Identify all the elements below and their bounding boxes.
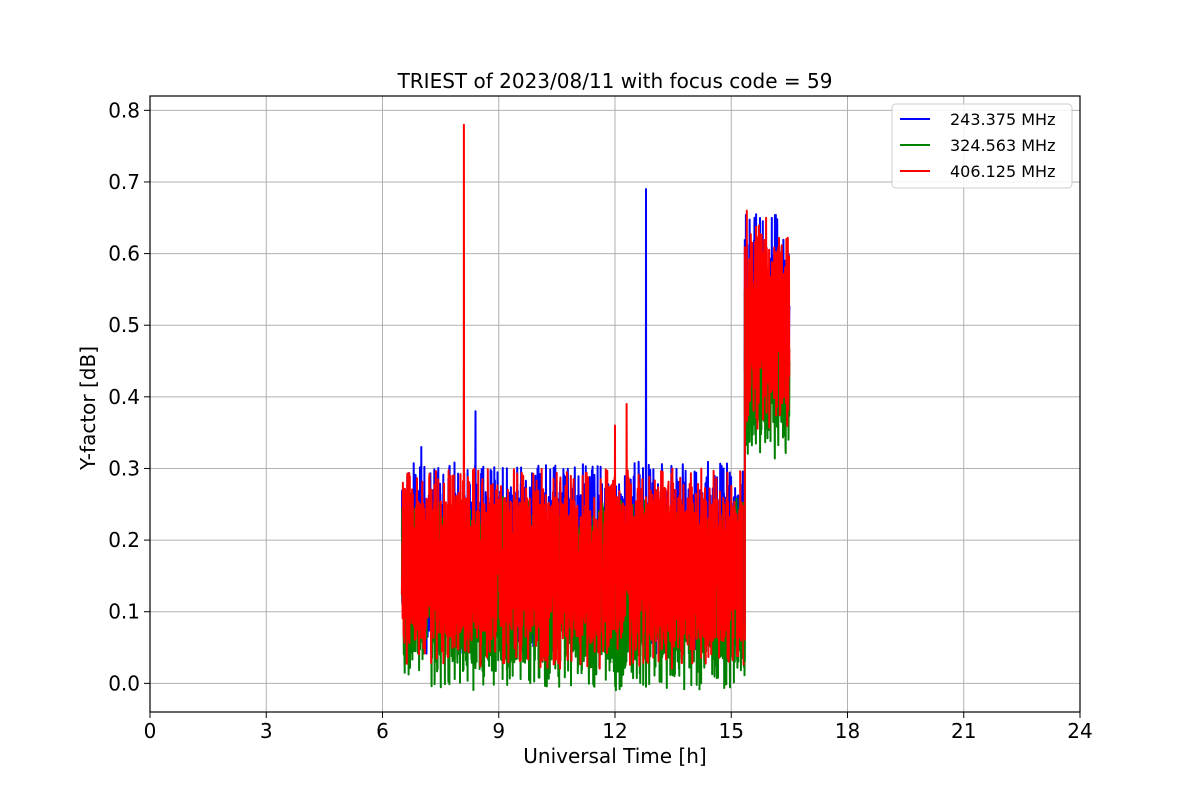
chart-title: TRIEST of 2023/08/11 with focus code = 5… [397,69,833,93]
legend-entry-label: 243.375 MHz [950,110,1055,129]
x-tick-label: 12 [602,719,627,743]
x-tick-label: 15 [719,719,744,743]
x-tick-label: 6 [376,719,389,743]
x-tick-label: 9 [492,719,505,743]
y-tick-label: 0.6 [108,242,140,266]
legend-entry-label: 324.563 MHz [950,136,1055,155]
y-tick-label: 0.1 [108,600,140,624]
y-tick-label: 0.0 [108,671,140,695]
y-axis-label: Y-factor [dB] [76,346,100,471]
series-line [743,209,791,430]
x-tick-label: 18 [835,719,860,743]
x-tick-label: 3 [260,719,273,743]
y-tick-label: 0.5 [108,313,140,337]
legend-box [891,103,1073,189]
x-axis-label: Universal Time [h] [523,744,706,768]
y-tick-label: 0.4 [108,385,140,409]
series-line [400,123,746,670]
legend: 243.375 MHz 324.563 MHz 406.125 MHz [891,103,1073,189]
x-tick-label: 21 [951,719,976,743]
x-tick-label: 0 [144,719,157,743]
plot-area [149,95,1081,713]
legend-entry-label: 406.125 MHz [950,162,1055,181]
y-tick-label: 0.3 [108,456,140,480]
y-tick-label: 0.2 [108,528,140,552]
y-tick-label: 0.7 [108,170,140,194]
x-tick-label: 24 [1067,719,1092,743]
y-tick-label: 0.8 [108,98,140,122]
